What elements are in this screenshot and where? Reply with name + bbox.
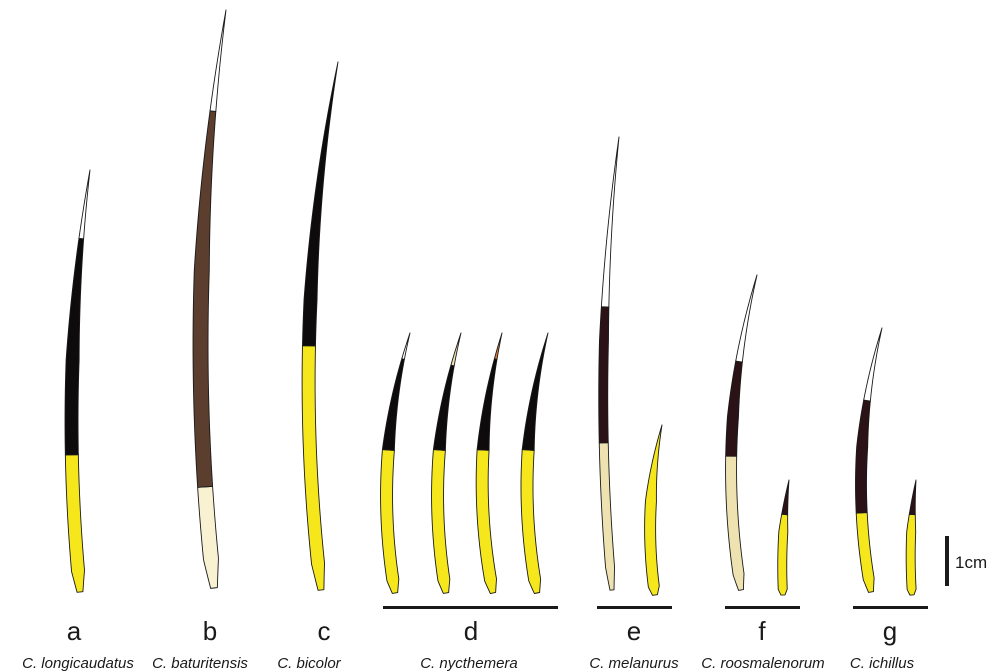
quill-d1-band-black: [381, 358, 405, 451]
quill-a-band-black: [64, 237, 85, 456]
label-c: c: [318, 616, 331, 646]
quill-d3: [475, 332, 503, 594]
quill-e2: [644, 424, 663, 596]
quill-b: [192, 9, 227, 589]
quill-f1: [725, 274, 758, 591]
label-b: b: [203, 616, 217, 646]
species-c: C. bicolor: [277, 655, 341, 672]
quills-layer: [64, 9, 917, 596]
species-d: C. nycthemera: [420, 655, 518, 672]
quill-b-band-white: [209, 9, 227, 112]
quill-g2-band-yellow: [905, 513, 917, 596]
label-f: f: [758, 616, 766, 646]
quill-d3-band-black: [476, 358, 498, 451]
species-f: C. roosmalenorum: [701, 655, 824, 672]
quill-g1-band-dark_maroon: [855, 399, 871, 514]
quill-b-band-cream: [197, 485, 219, 589]
quill-c-band-yellow: [301, 345, 325, 591]
quill-e1-band-white: [600, 136, 620, 308]
quill-g2: [905, 479, 917, 596]
quill-a-band-white: [78, 169, 91, 240]
quill-d4-band-black: [521, 332, 549, 451]
scale-bar: [945, 536, 949, 586]
quill-d1-band-yellow: [380, 449, 400, 594]
quill-d3-band-yellow: [475, 449, 497, 594]
quill-d2: [431, 332, 462, 594]
quill-d2-band-yellow: [431, 449, 451, 594]
quill-e1-band-dark_maroon: [598, 306, 610, 444]
group-bars: [383, 606, 928, 609]
quill-a-band-yellow: [64, 454, 85, 593]
quill-e2-band-yellow: [644, 424, 663, 596]
quill-g1-band-white: [863, 327, 883, 402]
group-bar-e: [597, 606, 672, 609]
quill-e1-band-beige: [598, 442, 616, 591]
species-e: C. melanurus: [589, 655, 679, 672]
quill-f2-band-dark_maroon: [781, 479, 790, 516]
label-a: a: [67, 616, 82, 646]
quill-d2-band-beige: [450, 332, 462, 367]
quill-d4: [520, 332, 549, 594]
quill-g1: [855, 327, 883, 593]
quill-a: [64, 169, 91, 593]
quill-d4-band-yellow: [520, 449, 542, 594]
quill-c: [301, 61, 339, 591]
group-bar-g: [853, 606, 928, 609]
quill-g2-band-dark_maroon: [908, 479, 917, 516]
quill-d1-band-white: [401, 332, 411, 360]
group-bar-f: [725, 606, 800, 609]
quill-g1-band-yellow: [855, 512, 875, 593]
quill-d1: [380, 332, 411, 594]
group-bar-d: [383, 606, 558, 609]
scale-bar-label: 1cm: [955, 553, 987, 572]
quill-d2-band-black: [432, 364, 455, 451]
quill-f1-band-dark_maroon: [725, 360, 743, 457]
quill-d3-band-orange: [493, 332, 503, 360]
quill-b-band-brown: [192, 110, 217, 488]
quill-f2-band-yellow: [777, 513, 789, 596]
species-a: C. longicaudatus: [22, 655, 134, 672]
quill-c-band-black: [302, 61, 339, 347]
species-b: C. baturitensis: [152, 655, 248, 672]
label-g: g: [883, 616, 897, 646]
species-g: C. ichillus: [850, 655, 915, 672]
quill-f2: [777, 479, 790, 596]
label-e: e: [627, 616, 641, 646]
quill-f1-band-beige: [725, 455, 745, 591]
quill-e1: [598, 136, 620, 591]
quill-f1-band-white: [735, 274, 758, 363]
label-d: d: [464, 616, 478, 646]
